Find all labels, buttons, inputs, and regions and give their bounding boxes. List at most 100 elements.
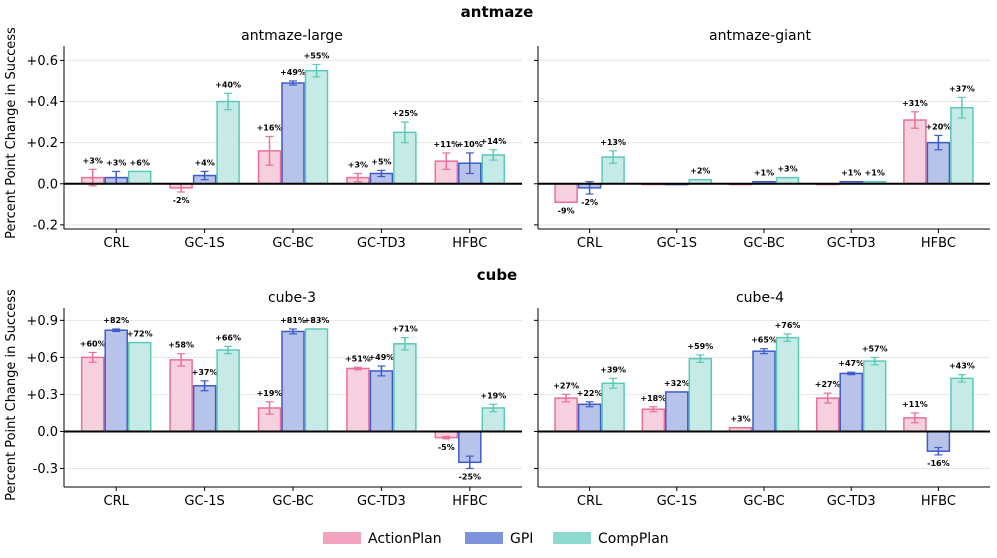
data-label: +22% [577, 389, 603, 398]
bar [839, 372, 863, 433]
data-label: +3% [777, 165, 797, 174]
bar [192, 385, 217, 433]
x-tick-label: GC-TD3 [357, 236, 406, 251]
x-tick-label: GC-1S [184, 236, 224, 251]
bar [752, 350, 776, 433]
panel-antmaze-giant: antmaze-giant CRL -9% -2% +13% GC-1S +2% GC-BC… [534, 28, 990, 251]
data-label: +39% [600, 365, 626, 374]
data-label: +2% [690, 167, 710, 176]
data-label: +82% [103, 316, 129, 325]
data-label: +65% [751, 336, 777, 345]
data-label: +83% [304, 316, 330, 325]
data-label: +3% [730, 415, 750, 424]
data-label: +3% [348, 160, 368, 169]
x-tick-label: GC-BC [743, 236, 784, 251]
data-label: +1% [865, 169, 885, 178]
bar [862, 360, 887, 433]
row-title-cube: cube [477, 266, 517, 284]
bar [950, 106, 974, 185]
bar [281, 82, 305, 185]
data-label: +47% [838, 359, 864, 368]
bar [281, 330, 305, 433]
data-label: +19% [480, 391, 506, 400]
data-label: +1% [754, 169, 774, 178]
x-tick-label: GC-1S [657, 494, 697, 509]
data-label: +60% [80, 339, 106, 348]
legend: ActionPlan GPI CompPlan [323, 531, 669, 547]
bar [304, 69, 329, 185]
panel-cube-3: cube-3 -0.3 0.0 +0.3 +0.6 +0.9 CRL +60% +82% +72… [26, 290, 522, 509]
data-label: +5% [371, 157, 391, 166]
data-label: +32% [664, 379, 690, 388]
data-label: +27% [815, 380, 841, 389]
data-label: +37% [192, 368, 218, 377]
data-label: +11% [902, 400, 928, 409]
bar [169, 359, 193, 433]
data-label: +3% [106, 158, 126, 167]
data-label: +11% [433, 140, 459, 149]
legend-label-actionplan: ActionPlan [368, 531, 442, 547]
x-tick-label: GC-TD3 [357, 494, 406, 509]
bar [601, 382, 625, 433]
data-label: -25% [459, 472, 481, 481]
data-label: +31% [902, 99, 928, 108]
x-tick-label: HFBC [452, 494, 487, 509]
x-tick-label: CRL [104, 494, 130, 509]
data-label: +57% [862, 344, 888, 353]
bar [903, 119, 927, 185]
data-label: +55% [304, 52, 330, 61]
x-tick-label: GC-1S [657, 236, 697, 251]
data-label: -9% [558, 206, 575, 215]
bar [104, 329, 128, 433]
data-label: +16% [257, 123, 283, 132]
bar [554, 397, 578, 433]
bar [216, 349, 240, 433]
x-tick-label: GC-TD3 [827, 236, 876, 251]
bar [127, 341, 152, 433]
y-tick-label: +0.2 [26, 136, 58, 151]
data-label: +49% [368, 353, 394, 362]
y-tick-label: 0.0 [37, 177, 58, 192]
bar [346, 367, 370, 433]
bar [950, 377, 974, 433]
data-label: +19% [257, 389, 283, 398]
data-label: +40% [215, 80, 241, 89]
legend-swatch-actionplan [323, 532, 361, 544]
data-label: -2% [581, 198, 598, 207]
data-label: +37% [949, 84, 975, 93]
x-tick-label: HFBC [452, 236, 487, 251]
data-label: -5% [438, 443, 455, 452]
data-label: +72% [127, 330, 153, 339]
bar [80, 356, 105, 433]
data-label: +6% [130, 158, 150, 167]
bar [577, 403, 602, 433]
legend-label-compplan: CompPlan [598, 531, 669, 547]
x-tick-label: HFBC [921, 236, 956, 251]
data-label: +59% [687, 342, 713, 351]
data-label: +81% [280, 316, 306, 325]
y-tick-label: +0.6 [26, 351, 58, 366]
data-label: -16% [927, 459, 949, 468]
y-tick-label: +0.4 [26, 95, 58, 110]
x-tick-label: CRL [104, 236, 130, 251]
legend-swatch-compplan [553, 532, 591, 544]
panel-title: antmaze-giant [709, 28, 811, 44]
panel-cube-4: cube-4 CRL+27%+22%+39%GC-1S+18%+32%+59%G… [534, 290, 990, 509]
panel-title: cube-3 [268, 290, 316, 306]
bar [554, 183, 578, 204]
panel-title: cube-4 [736, 290, 784, 306]
x-tick-label: CRL [577, 494, 603, 509]
y-tick-label: +0.6 [26, 54, 58, 69]
y-tick-label: +0.9 [26, 314, 58, 329]
legend-swatch-gpi [465, 532, 503, 544]
data-label: +14% [480, 137, 506, 146]
data-label: +3% [83, 156, 103, 165]
data-label: +71% [392, 325, 418, 334]
data-label: +49% [280, 68, 306, 77]
y-tick-label: +0.3 [26, 388, 58, 403]
y-tick-label: -0.3 [33, 462, 58, 477]
x-tick-label: GC-BC [743, 494, 784, 509]
data-label: +76% [775, 321, 801, 330]
